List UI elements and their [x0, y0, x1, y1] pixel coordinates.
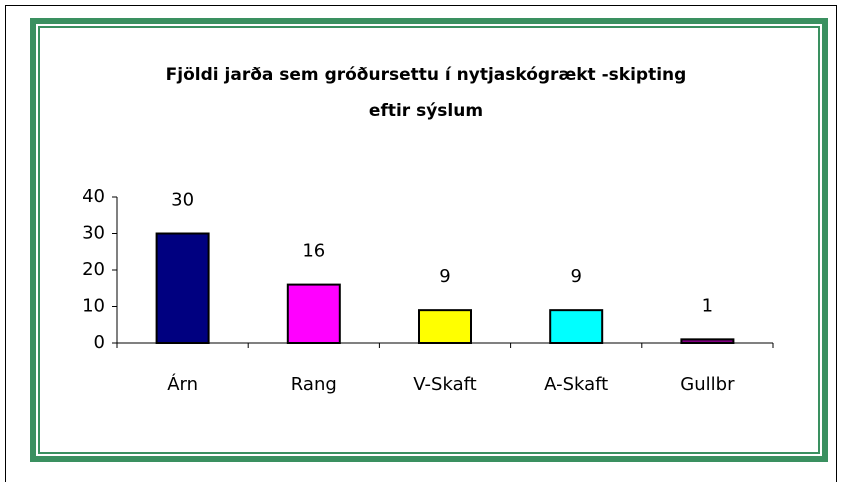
frame-inner: [38, 26, 820, 454]
chart-title: eftir sýslum: [369, 101, 483, 121]
x-tick-label: A-Skaft: [544, 374, 608, 395]
data-label: 9: [439, 266, 450, 287]
data-label: 9: [570, 266, 581, 287]
outer-border: [5, 5, 837, 482]
y-tick-label: 30: [82, 223, 105, 244]
data-label: 16: [302, 241, 325, 262]
chart-title: Fjöldi jarða sem gróðursettu í nytjaskóg…: [166, 65, 687, 85]
y-tick-label: 40: [82, 186, 105, 207]
frame: [30, 18, 828, 462]
y-tick-label: 10: [82, 296, 105, 317]
y-tick-label: 20: [82, 259, 105, 280]
bar: [680, 338, 735, 345]
x-tick-label: Árn: [167, 373, 198, 395]
bar: [155, 232, 210, 344]
x-tick-label: Rang: [291, 374, 337, 395]
x-tick-label: Gullbr: [680, 374, 735, 395]
bar: [286, 283, 341, 345]
bar: [418, 309, 472, 344]
y-tick-label: 0: [94, 332, 105, 353]
x-tick-label: V-Skaft: [413, 374, 476, 395]
bar: [549, 309, 604, 344]
data-label: 1: [702, 295, 713, 316]
data-label: 30: [171, 190, 194, 211]
